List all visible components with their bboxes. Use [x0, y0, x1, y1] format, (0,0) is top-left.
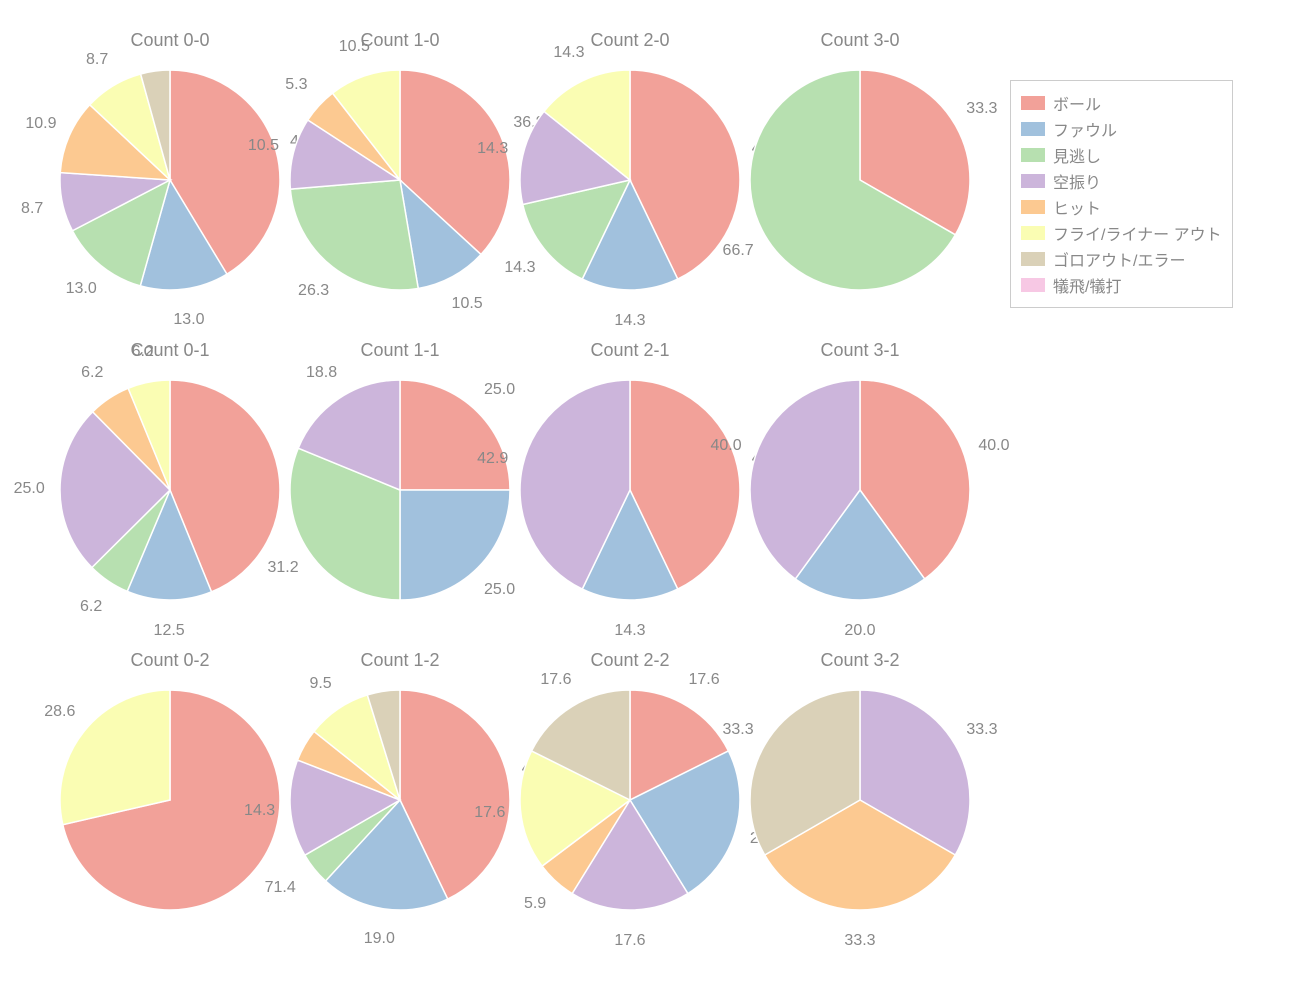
legend-swatch — [1021, 252, 1045, 266]
slice-label: 28.6 — [44, 703, 75, 721]
legend-item: 見逃し — [1021, 143, 1222, 167]
slice-label: 40.0 — [978, 437, 1009, 455]
legend-item: フライ/ライナー アウト — [1021, 221, 1222, 245]
slice-label: 14.3 — [614, 622, 645, 640]
pie-title: Count 0-2 — [70, 650, 270, 671]
pie-chart — [59, 69, 281, 291]
pie-title: Count 3-0 — [760, 30, 960, 51]
legend-label: 空振り — [1053, 169, 1101, 193]
chart-canvas: Count 0-041.313.013.08.710.98.7Count 1-0… — [0, 0, 1300, 1000]
legend-swatch — [1021, 122, 1045, 136]
legend-label: フライ/ライナー アウト — [1053, 221, 1222, 245]
slice-label: 14.3 — [504, 259, 535, 277]
slice-label: 18.8 — [306, 364, 337, 382]
slice-label: 19.0 — [364, 930, 395, 948]
slice-label: 14.3 — [553, 44, 584, 62]
slice-label: 6.2 — [132, 343, 154, 361]
slice-label: 26.3 — [298, 282, 329, 300]
pie-title: Count 1-1 — [300, 340, 500, 361]
slice-label: 14.3 — [244, 802, 275, 820]
legend-label: ファウル — [1053, 117, 1117, 141]
slice-label: 8.7 — [86, 51, 108, 69]
legend-item: 空振り — [1021, 169, 1222, 193]
slice-label: 66.7 — [723, 242, 754, 260]
slice-label: 31.2 — [267, 559, 298, 577]
slice-label: 20.0 — [844, 622, 875, 640]
slice-label: 33.3 — [722, 721, 753, 739]
slice-label: 8.7 — [21, 200, 43, 218]
legend-swatch — [1021, 148, 1045, 162]
legend-item: ヒット — [1021, 195, 1222, 219]
pie-chart — [519, 69, 741, 291]
slice-label: 6.2 — [81, 364, 103, 382]
slice-label: 6.2 — [80, 598, 102, 616]
slice-label: 10.5 — [248, 137, 279, 155]
slice-label: 10.5 — [452, 295, 483, 313]
slice-label: 42.9 — [477, 450, 508, 468]
slice-label: 17.6 — [614, 932, 645, 950]
slice-label: 10.9 — [25, 115, 56, 133]
legend-label: ゴロアウト/エラー — [1053, 247, 1185, 271]
pie-chart — [289, 689, 511, 911]
slice-label: 5.9 — [524, 895, 546, 913]
slice-label: 17.6 — [474, 804, 505, 822]
pie-chart — [59, 379, 281, 601]
pie-chart — [59, 689, 281, 911]
legend-swatch — [1021, 174, 1045, 188]
slice-label: 40.0 — [711, 437, 742, 455]
slice-label: 33.3 — [966, 721, 997, 739]
slice-label: 13.0 — [173, 311, 204, 329]
pie-title: Count 1-0 — [300, 30, 500, 51]
legend-label: 見逃し — [1053, 143, 1101, 167]
slice-label: 25.0 — [484, 581, 515, 599]
pie-title: Count 2-1 — [530, 340, 730, 361]
legend-swatch — [1021, 200, 1045, 214]
slice-label: 5.3 — [285, 76, 307, 94]
pie-chart — [749, 379, 971, 601]
pie-chart — [519, 689, 741, 911]
pie-title: Count 3-2 — [760, 650, 960, 671]
pie-chart — [519, 379, 741, 601]
slice-label: 17.6 — [688, 671, 719, 689]
pie-chart — [289, 379, 511, 601]
slice-label: 17.6 — [540, 671, 571, 689]
legend-label: 犠飛/犠打 — [1053, 273, 1121, 297]
slice-label: 13.0 — [66, 280, 97, 298]
pie-title: Count 3-1 — [760, 340, 960, 361]
slice-label: 10.5 — [339, 38, 370, 56]
legend-label: ヒット — [1053, 195, 1101, 219]
slice-label: 12.5 — [154, 622, 185, 640]
pie-slice — [60, 690, 170, 825]
legend-item: ボール — [1021, 91, 1222, 115]
legend-swatch — [1021, 96, 1045, 110]
legend-item: ファウル — [1021, 117, 1222, 141]
slice-label: 9.5 — [309, 675, 331, 693]
legend-swatch — [1021, 226, 1045, 240]
pie-chart — [749, 69, 971, 291]
slice-label: 25.0 — [14, 480, 45, 498]
slice-label: 14.3 — [614, 312, 645, 330]
pie-slice — [290, 180, 418, 290]
slice-label: 14.3 — [477, 140, 508, 158]
legend-item: ゴロアウト/エラー — [1021, 247, 1222, 271]
pie-chart — [289, 69, 511, 291]
slice-label: 33.3 — [966, 100, 997, 118]
legend-label: ボール — [1053, 91, 1101, 115]
slice-label: 33.3 — [844, 932, 875, 950]
slice-label: 25.0 — [484, 381, 515, 399]
legend-swatch — [1021, 278, 1045, 292]
legend: ボールファウル見逃し空振りヒットフライ/ライナー アウトゴロアウト/エラー犠飛/… — [1010, 80, 1233, 308]
pie-title: Count 0-0 — [70, 30, 270, 51]
pie-chart — [749, 689, 971, 911]
pie-title: Count 1-2 — [300, 650, 500, 671]
pie-title: Count 2-2 — [530, 650, 730, 671]
legend-item: 犠飛/犠打 — [1021, 273, 1222, 297]
pie-title: Count 0-1 — [70, 340, 270, 361]
